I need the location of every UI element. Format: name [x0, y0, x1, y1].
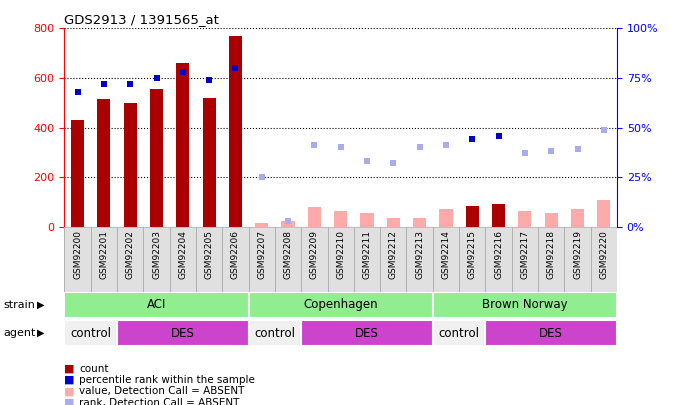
Text: control: control — [439, 326, 479, 340]
Text: GSM92201: GSM92201 — [100, 230, 108, 279]
Text: GSM92202: GSM92202 — [125, 230, 135, 279]
Text: GSM92214: GSM92214 — [441, 230, 450, 279]
Bar — [275, 227, 301, 292]
Text: GSM92211: GSM92211 — [363, 230, 372, 279]
Text: ■: ■ — [64, 375, 75, 385]
Bar — [170, 227, 196, 292]
Text: DES: DES — [355, 326, 379, 340]
Bar — [176, 63, 189, 227]
Text: ▶: ▶ — [37, 300, 45, 310]
Bar — [117, 227, 143, 292]
Bar — [485, 227, 512, 292]
Text: control: control — [71, 326, 111, 340]
Bar — [538, 227, 564, 292]
Bar — [249, 227, 275, 292]
Text: GSM92215: GSM92215 — [468, 230, 477, 279]
Text: value, Detection Call = ABSENT: value, Detection Call = ABSENT — [79, 386, 245, 396]
Bar — [301, 227, 327, 292]
Bar — [564, 227, 591, 292]
Bar — [229, 36, 242, 227]
Bar — [571, 209, 584, 227]
Bar — [71, 120, 84, 227]
Text: ■: ■ — [64, 386, 75, 396]
Text: GSM92216: GSM92216 — [494, 230, 503, 279]
Bar — [255, 223, 268, 227]
Bar — [249, 292, 433, 318]
Bar — [150, 89, 163, 227]
Bar — [143, 227, 170, 292]
Bar — [597, 200, 610, 227]
Text: ▶: ▶ — [37, 328, 45, 338]
Text: GSM92206: GSM92206 — [231, 230, 240, 279]
Bar — [591, 227, 617, 292]
Text: ACI: ACI — [147, 298, 166, 311]
Text: count: count — [79, 364, 109, 373]
Text: GSM92212: GSM92212 — [388, 230, 398, 279]
Text: Brown Norway: Brown Norway — [482, 298, 567, 311]
Text: GSM92219: GSM92219 — [573, 230, 582, 279]
Bar — [222, 227, 249, 292]
Text: GSM92203: GSM92203 — [152, 230, 161, 279]
Text: GSM92218: GSM92218 — [546, 230, 556, 279]
Bar — [308, 207, 321, 227]
Text: GSM92205: GSM92205 — [205, 230, 214, 279]
Bar — [413, 218, 426, 227]
Text: strain: strain — [3, 300, 35, 310]
Text: GSM92208: GSM92208 — [283, 230, 293, 279]
Text: ■: ■ — [64, 398, 75, 405]
Bar — [544, 213, 558, 227]
Bar — [433, 292, 617, 318]
Bar — [334, 211, 347, 227]
Bar — [433, 227, 459, 292]
Bar — [518, 211, 532, 227]
Bar — [249, 320, 301, 346]
Bar — [380, 227, 407, 292]
Text: GSM92213: GSM92213 — [415, 230, 424, 279]
Bar — [354, 227, 380, 292]
Text: Copenhagen: Copenhagen — [303, 298, 378, 311]
Bar — [98, 99, 111, 227]
Bar — [485, 320, 617, 346]
Text: GSM92209: GSM92209 — [310, 230, 319, 279]
Bar — [91, 227, 117, 292]
Bar — [433, 320, 485, 346]
Text: DES: DES — [171, 326, 195, 340]
Bar — [512, 227, 538, 292]
Text: GSM92207: GSM92207 — [257, 230, 266, 279]
Text: agent: agent — [3, 328, 36, 338]
Text: GDS2913 / 1391565_at: GDS2913 / 1391565_at — [64, 13, 219, 26]
Text: GSM92210: GSM92210 — [336, 230, 345, 279]
Bar — [123, 103, 137, 227]
Text: percentile rank within the sample: percentile rank within the sample — [79, 375, 255, 385]
Text: rank, Detection Call = ABSENT: rank, Detection Call = ABSENT — [79, 398, 240, 405]
Bar — [466, 206, 479, 227]
Text: ■: ■ — [64, 364, 75, 373]
Bar — [64, 292, 249, 318]
Bar — [439, 209, 452, 227]
Bar — [64, 227, 91, 292]
Bar — [117, 320, 249, 346]
Text: GSM92204: GSM92204 — [178, 230, 187, 279]
Bar — [361, 213, 374, 227]
Bar — [492, 205, 505, 227]
Bar — [64, 320, 117, 346]
Bar — [327, 227, 354, 292]
Bar — [196, 227, 222, 292]
Bar — [459, 227, 485, 292]
Text: DES: DES — [539, 326, 563, 340]
Bar — [407, 227, 433, 292]
Text: GSM92200: GSM92200 — [73, 230, 82, 279]
Bar — [203, 98, 216, 227]
Text: GSM92220: GSM92220 — [599, 230, 608, 279]
Bar — [301, 320, 433, 346]
Bar — [281, 221, 295, 227]
Text: GSM92217: GSM92217 — [521, 230, 530, 279]
Text: control: control — [254, 326, 296, 340]
Bar — [386, 218, 400, 227]
